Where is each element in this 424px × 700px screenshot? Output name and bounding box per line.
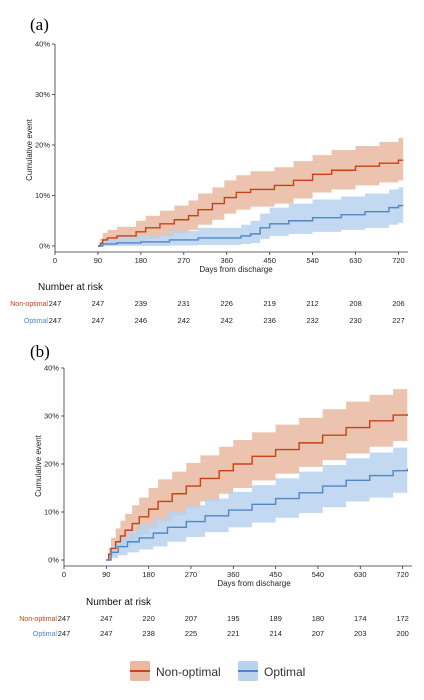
risk-table-title-a: Number at risk xyxy=(38,282,104,293)
x-tick-label-a: 630 xyxy=(349,256,362,265)
x-tick-label-a: 450 xyxy=(263,256,276,265)
risk-count-optimal-a: 230 xyxy=(349,316,362,325)
risk-count-optimal-a: 236 xyxy=(263,316,276,325)
risk-count-non-optimal-b: 220 xyxy=(142,614,155,623)
risk-count-non-optimal-a: 226 xyxy=(220,299,233,308)
x-tick-label-a: 90 xyxy=(94,256,102,265)
y-tick-label-b: 0% xyxy=(48,556,59,565)
legend-label-optimal: Optimal xyxy=(264,665,305,679)
risk-count-non-optimal-b: 172 xyxy=(396,614,409,623)
risk-count-optimal-b: 207 xyxy=(312,629,325,638)
x-axis-title-a: Days from discharge xyxy=(199,265,273,274)
risk-count-optimal-b: 203 xyxy=(354,629,367,638)
risk-count-optimal-b: 214 xyxy=(269,629,282,638)
risk-count-optimal-a: 232 xyxy=(306,316,319,325)
y-tick-label-b: 10% xyxy=(44,508,59,517)
risk-row-label-optimal-b: Optimal xyxy=(33,631,58,638)
risk-count-optimal-b: 221 xyxy=(227,629,240,638)
risk-count-non-optimal-b: 180 xyxy=(312,614,325,623)
risk-row-label-non-optimal-b: Non-optimal xyxy=(19,616,57,623)
risk-count-non-optimal-b: 247 xyxy=(100,614,113,623)
risk-count-non-optimal-b: 247 xyxy=(58,614,71,623)
y-tick-label-a: 0% xyxy=(39,242,50,251)
ci-band-non-optimal-b xyxy=(106,388,408,560)
risk-count-optimal-a: 247 xyxy=(49,316,62,325)
risk-count-non-optimal-a: 231 xyxy=(178,299,191,308)
risk-count-non-optimal-b: 174 xyxy=(354,614,367,623)
ci-band-optimal-a xyxy=(97,187,404,246)
risk-count-optimal-a: 246 xyxy=(135,316,148,325)
risk-count-optimal-b: 238 xyxy=(142,629,155,638)
series-line-optimal-b xyxy=(106,468,408,561)
y-axis-title-a: Cumulative event xyxy=(25,118,34,181)
panel-b-label: (b) xyxy=(30,342,50,361)
x-tick-label-b: 90 xyxy=(102,570,110,579)
risk-count-optimal-a: 247 xyxy=(92,316,105,325)
y-tick-label-b: 40% xyxy=(44,364,59,373)
risk-count-non-optimal-a: 239 xyxy=(135,299,148,308)
x-tick-label-a: 360 xyxy=(220,256,233,265)
risk-count-non-optimal-a: 212 xyxy=(306,299,319,308)
panel-a: (a) 0% 10% 20% 30% 40% 0 90 180 270 360 450 540 630 7… xyxy=(10,15,408,325)
y-tick-label-a: 20% xyxy=(35,141,50,150)
y-tick-label-a: 30% xyxy=(35,90,50,99)
series-line-non-optimal-a xyxy=(97,159,404,247)
risk-count-optimal-b: 247 xyxy=(100,629,113,638)
x-tick-label-a: 720 xyxy=(392,256,405,265)
panel-b: (b) 0% 10% 20% 30% 40% 0 90 180 270 360 450 540 630 7… xyxy=(19,342,412,638)
x-tick-label-a: 180 xyxy=(135,256,148,265)
y-tick-label-b: 30% xyxy=(44,412,59,421)
risk-count-non-optimal-a: 219 xyxy=(263,299,276,308)
series-line-optimal-a xyxy=(97,204,404,247)
risk-count-non-optimal-a: 247 xyxy=(92,299,105,308)
legend-label-non-optimal: Non-optimal xyxy=(156,665,221,679)
x-tick-label-b: 180 xyxy=(142,570,155,579)
x-tick-label-a: 540 xyxy=(306,256,319,265)
risk-row-label-non-optimal-a: Non-optimal xyxy=(10,301,48,308)
risk-count-non-optimal-a: 247 xyxy=(49,299,62,308)
y-tick-label-b: 20% xyxy=(44,460,59,469)
panel-a-label: (a) xyxy=(30,15,49,34)
x-tick-label-a: 0 xyxy=(53,256,57,265)
y-tick-label-a: 10% xyxy=(35,191,50,200)
legend: Non-optimal Optimal xyxy=(130,661,305,681)
x-tick-label-b: 0 xyxy=(62,570,66,579)
y-axis-title-b: Cumulative event xyxy=(34,434,43,497)
risk-count-non-optimal-b: 189 xyxy=(269,614,282,623)
risk-count-non-optimal-b: 207 xyxy=(185,614,198,623)
risk-count-non-optimal-a: 206 xyxy=(392,299,405,308)
x-tick-label-b: 540 xyxy=(312,570,325,579)
risk-count-optimal-a: 242 xyxy=(220,316,233,325)
risk-count-optimal-a: 242 xyxy=(178,316,191,325)
y-tick-label-a: 40% xyxy=(35,40,50,49)
risk-count-optimal-b: 200 xyxy=(396,629,409,638)
x-tick-label-b: 630 xyxy=(354,570,367,579)
risk-row-label-optimal-a: Optimal xyxy=(24,318,49,325)
x-axis-title-b: Days from discharge xyxy=(217,579,291,588)
x-tick-label-b: 270 xyxy=(185,570,198,579)
risk-count-optimal-b: 247 xyxy=(58,629,71,638)
series-line-non-optimal-b xyxy=(106,414,408,561)
ci-band-optimal-b xyxy=(106,445,408,560)
risk-table-title-b: Number at risk xyxy=(86,597,152,608)
x-tick-label-b: 720 xyxy=(396,570,409,579)
x-tick-label-b: 450 xyxy=(269,570,282,579)
risk-count-non-optimal-a: 208 xyxy=(349,299,362,308)
x-tick-label-a: 270 xyxy=(178,256,191,265)
risk-count-optimal-a: 227 xyxy=(392,316,405,325)
risk-count-non-optimal-b: 195 xyxy=(227,614,240,623)
risk-count-optimal-b: 225 xyxy=(185,629,198,638)
x-tick-label-b: 360 xyxy=(227,570,240,579)
